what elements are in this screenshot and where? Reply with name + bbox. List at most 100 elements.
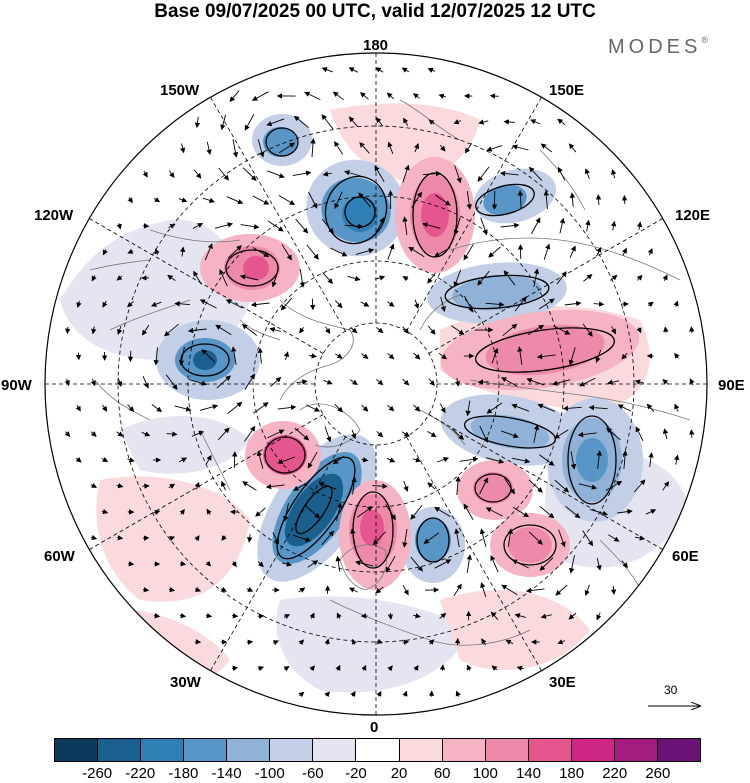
wind-vector: [478, 119, 489, 125]
wind-vector: [194, 481, 200, 490]
wind-vector: [480, 582, 487, 598]
colorbar-tick-label: 140: [515, 765, 541, 782]
wind-vector: [267, 429, 285, 439]
wind-vector: [412, 457, 422, 463]
wind-vector: [413, 613, 421, 619]
colorbar-tick-label: 260: [645, 765, 671, 782]
wind-vector: [179, 246, 186, 257]
wind-vector: [231, 665, 239, 671]
wind-vector: [539, 505, 555, 519]
wind-vector: [662, 274, 668, 282]
wind-vector: [359, 142, 370, 154]
wind-vector: [387, 665, 393, 672]
wind-vector: [543, 243, 551, 260]
wind-vector: [610, 585, 617, 595]
wind-vector: [267, 170, 285, 179]
wind-vector: [569, 555, 575, 574]
wind-vector: [355, 560, 374, 567]
wind-vector: [283, 614, 291, 620]
wind-vector: [205, 613, 213, 619]
wind-vector: [310, 298, 316, 311]
wind-vector: [503, 119, 515, 125]
wind-vector: [438, 352, 448, 360]
wind-vector: [439, 144, 446, 152]
wind-vector: [117, 377, 123, 388]
wind-vector: [610, 220, 617, 231]
wind-vector: [514, 296, 527, 312]
wind-vector: [256, 450, 264, 469]
wind-vector: [402, 276, 409, 282]
wind-vector: [466, 664, 472, 671]
colorbar-swatch: [485, 739, 529, 761]
wind-vector: [645, 509, 657, 515]
wind-vector: [194, 169, 202, 179]
wind-vector: [374, 275, 386, 281]
wind-vector: [194, 586, 202, 592]
wind-vector: [577, 431, 597, 438]
wind-vector: [310, 138, 316, 158]
wind-vector: [527, 324, 545, 336]
wind-vector: [257, 347, 264, 364]
wind-vector: [491, 347, 499, 364]
contour-line: [444, 274, 550, 310]
wind-vector: [350, 528, 356, 547]
wind-vector: [257, 561, 264, 568]
wind-vector: [75, 456, 82, 463]
wind-vector: [501, 377, 518, 387]
wind-vector: [564, 300, 582, 307]
contour-line: [265, 127, 299, 157]
wind-vector: [298, 587, 306, 593]
wind-vector: [357, 506, 373, 518]
wind-vector: [634, 479, 646, 493]
wind-vector: [434, 506, 451, 517]
wind-vector: [533, 424, 540, 443]
wind-vector: [455, 690, 461, 697]
wind-vector: [408, 246, 425, 258]
colorbar-tick-label: 100: [472, 765, 498, 782]
wind-vector: [335, 555, 341, 572]
wind-vector: [588, 404, 608, 411]
wind-vector: [361, 404, 369, 412]
wind-vector: [348, 116, 359, 128]
wind-vector: [634, 535, 646, 541]
wind-vector: [636, 274, 643, 281]
wind-vector: [385, 555, 396, 573]
wind-vector: [504, 478, 515, 495]
wind-vector: [569, 192, 576, 207]
colorbar-swatch: [528, 739, 572, 761]
lon-label-90w: 90W: [1, 377, 32, 394]
wind-vector: [568, 347, 576, 366]
wind-vector: [241, 323, 258, 336]
wind-vector: [76, 300, 82, 308]
wind-vector: [336, 612, 342, 619]
wind-vector: [537, 403, 556, 412]
wind-vector: [596, 612, 602, 621]
wind-vector: [202, 197, 215, 203]
wind-vector: [608, 534, 620, 542]
wind-vector: [511, 403, 530, 412]
wind-vector: [463, 503, 474, 521]
wind-vector: [298, 691, 305, 698]
lon-label-60w: 60W: [44, 548, 75, 565]
colorbar-swatch: [442, 739, 486, 761]
wind-vectors: [64, 67, 695, 698]
colorbar-swatch: [356, 739, 400, 761]
lon-label-60e: 60E: [672, 548, 699, 565]
wind-vector: [528, 166, 543, 181]
wind-vector: [622, 450, 628, 470]
wind-vector: [584, 584, 590, 596]
wind-vector: [402, 326, 410, 334]
wind-vector: [75, 352, 82, 361]
wind-vector: [116, 223, 122, 230]
wind-vector: [194, 535, 200, 542]
wind-vector: [557, 639, 566, 645]
wind-vector: [428, 119, 435, 125]
wind-vector: [257, 665, 265, 672]
wind-vector: [387, 243, 395, 260]
wind-vector: [427, 482, 436, 490]
wind-vector: [179, 561, 187, 567]
wind-vector: [166, 431, 178, 437]
wind-vector: [414, 299, 420, 310]
wind-vector: [226, 196, 244, 205]
wind-vector: [116, 535, 124, 541]
